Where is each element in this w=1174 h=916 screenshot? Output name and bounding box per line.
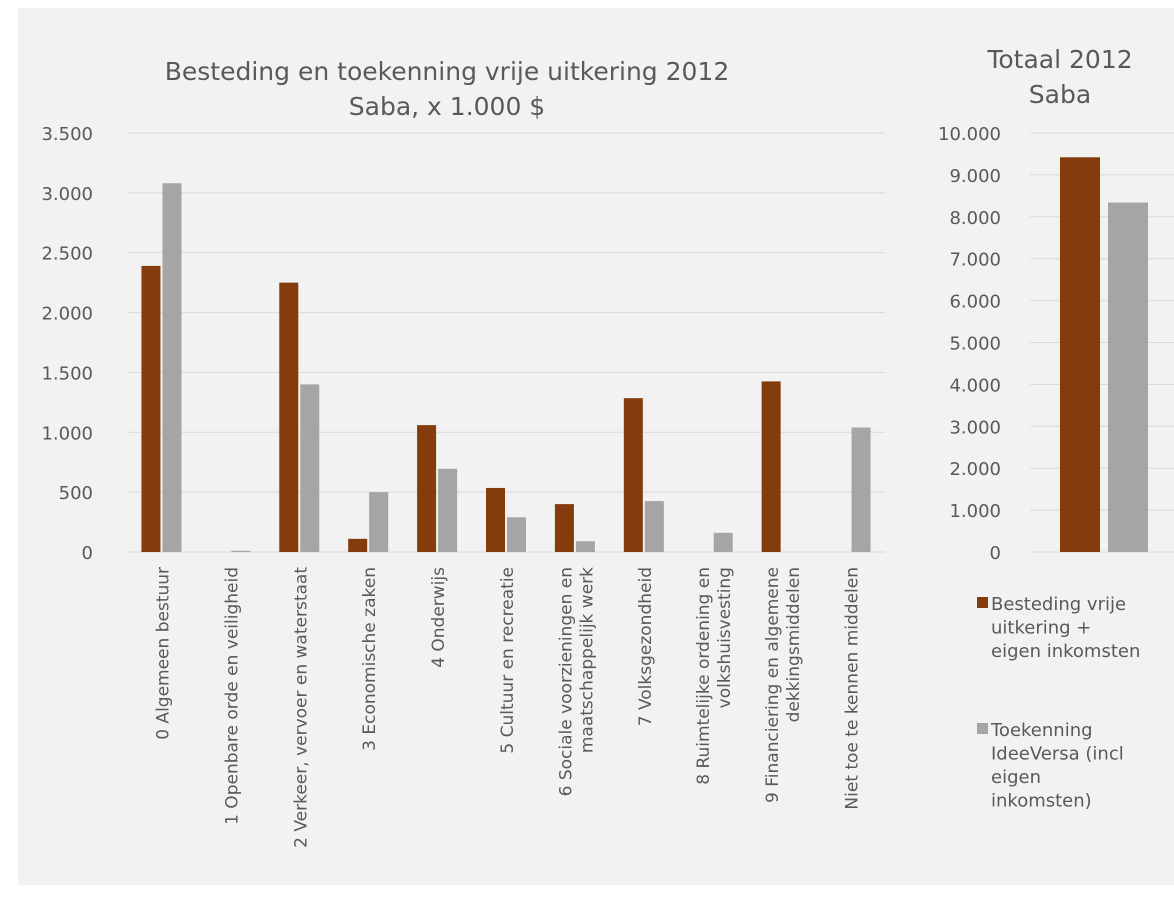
y-tick-label: 9.000 (949, 166, 1001, 187)
legend-swatch (977, 597, 988, 608)
bar (279, 282, 299, 552)
x-tick-label: 4 Onderwijs (429, 567, 449, 668)
y-tick-label: 3.000 (41, 184, 93, 205)
bar (713, 532, 733, 552)
y-tick-label: 0 (82, 543, 93, 564)
bar (486, 487, 505, 552)
y-tick-label: 8.000 (949, 208, 1001, 229)
y-tick-label: 500 (59, 483, 93, 504)
x-tick-label: 6 Sociale voorzieningen en (556, 567, 576, 796)
y-tick-label: 5.000 (949, 334, 1001, 355)
bar (644, 501, 664, 552)
bar (575, 541, 595, 552)
legend-label: eigen (991, 767, 1041, 788)
legend-label: Toekenning (990, 720, 1093, 741)
main-chart: Besteding en toekenning vrije uitkering … (41, 57, 885, 848)
bar (554, 504, 574, 552)
x-tick-label: dekkingsmiddelen (784, 567, 804, 722)
legend-label: eigen inkomsten (991, 641, 1140, 662)
chart-title-line: Totaal 2012 (986, 45, 1132, 74)
total-chart: Totaal 2012 Saba 0 1.000 2.000 3.000 4.000 5.00… (938, 45, 1174, 812)
chart-panel-background (18, 8, 1174, 885)
bar (231, 550, 251, 552)
y-tick-label: 10.000 (938, 124, 1001, 145)
bar (417, 425, 437, 552)
bar (369, 492, 389, 552)
x-tick-label: 2 Verkeer, vervoer en waterstaat (291, 567, 311, 848)
y-tick-label: 1.000 (949, 501, 1001, 522)
y-tick-label: 6.000 (949, 292, 1001, 313)
chart-title-line: Besteding en toekenning vrije uitkering … (165, 57, 730, 86)
y-tick-label: 2.000 (41, 304, 93, 325)
y-tick-label: 0 (990, 543, 1001, 564)
legend-label: inkomsten) (991, 791, 1092, 812)
y-tick-label: 3.000 (949, 417, 1001, 438)
x-tick-label: 7 Volksgezondheid (636, 567, 656, 726)
y-tick-label: 2.000 (949, 459, 1001, 480)
bar (507, 517, 526, 552)
bar (348, 538, 368, 552)
x-tick-label: maatschappelijk werk (577, 567, 597, 753)
bar (300, 384, 320, 552)
y-tick-label: 1.500 (41, 363, 93, 384)
legend-swatch (977, 723, 988, 734)
bar (851, 427, 871, 552)
y-tick-label: 2.500 (41, 244, 93, 265)
bar (438, 468, 458, 552)
y-tick-label: 3.500 (41, 124, 93, 145)
chart-title-line: Saba (1029, 80, 1091, 109)
y-tick-label: 1.000 (41, 423, 93, 444)
chart-title-line: Saba, x 1.000 $ (349, 92, 545, 121)
x-tick-label: 3 Economische zaken (360, 567, 380, 751)
bar (623, 398, 643, 552)
x-tick-label: Niet toe te kennen middelen (843, 567, 863, 810)
x-tick-label: volkshuisvesting (715, 567, 735, 708)
bar (1108, 202, 1148, 552)
legend-label: IdeeVersa (incl (991, 744, 1124, 765)
x-tick-label: 5 Cultuur en recreatie (498, 567, 518, 754)
y-tick-label: 7.000 (949, 250, 1001, 271)
bar (1060, 157, 1100, 552)
bar (141, 265, 161, 552)
bar (162, 183, 182, 552)
y-tick-label: 4.000 (949, 375, 1001, 396)
x-tick-label: 9 Financiering en algemene (763, 567, 783, 803)
legend-label: Besteding vrije (991, 594, 1126, 615)
bar (761, 381, 781, 552)
legend-label: uitkering + (991, 618, 1091, 639)
x-tick-label: 8 Ruimtelijke ordening en (694, 567, 714, 785)
x-tick-label: 0 Algemeen bestuur (153, 567, 173, 740)
x-tick-label: 1 Openbare orde en veiligheid (222, 567, 242, 825)
